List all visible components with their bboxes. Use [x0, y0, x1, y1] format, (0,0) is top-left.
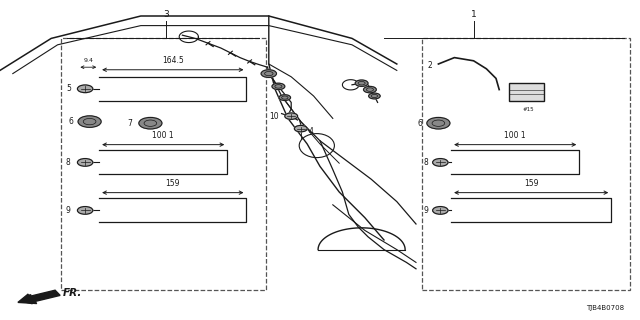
Circle shape: [369, 93, 380, 99]
Circle shape: [427, 117, 450, 129]
Text: 3: 3: [164, 10, 169, 19]
Text: 2: 2: [428, 61, 432, 70]
FancyArrow shape: [18, 290, 60, 304]
Circle shape: [77, 207, 93, 214]
Text: 164.5: 164.5: [162, 56, 184, 65]
Text: 5: 5: [66, 84, 71, 93]
Text: 4: 4: [308, 127, 314, 136]
Text: 100 1: 100 1: [152, 131, 174, 140]
Text: 8: 8: [424, 158, 428, 167]
Text: 1: 1: [471, 10, 476, 19]
Text: 8: 8: [66, 158, 70, 167]
Circle shape: [433, 158, 448, 166]
Text: 7: 7: [127, 119, 132, 128]
Circle shape: [294, 125, 307, 132]
Text: 9: 9: [66, 206, 71, 215]
Text: TJB4B0708: TJB4B0708: [586, 305, 624, 311]
Circle shape: [433, 207, 448, 214]
Circle shape: [261, 70, 276, 77]
Text: FR.: FR.: [63, 288, 82, 299]
Text: 9: 9: [424, 206, 429, 215]
Bar: [422, 38, 630, 290]
Text: 9.4: 9.4: [83, 58, 93, 63]
Circle shape: [77, 158, 93, 166]
Text: 6: 6: [417, 119, 422, 128]
Circle shape: [77, 85, 93, 92]
Text: 159: 159: [166, 179, 180, 188]
Bar: [509, 83, 544, 101]
Circle shape: [364, 86, 376, 93]
Bar: [61, 38, 266, 290]
Circle shape: [355, 80, 368, 86]
Circle shape: [78, 116, 101, 127]
Circle shape: [272, 83, 285, 90]
Text: 159: 159: [524, 179, 538, 188]
Circle shape: [285, 113, 298, 119]
Circle shape: [279, 95, 291, 100]
Text: 10: 10: [269, 112, 278, 121]
Text: 100 1: 100 1: [504, 131, 526, 140]
Text: 6: 6: [68, 117, 74, 126]
Text: #15: #15: [522, 107, 534, 112]
Circle shape: [139, 117, 162, 129]
